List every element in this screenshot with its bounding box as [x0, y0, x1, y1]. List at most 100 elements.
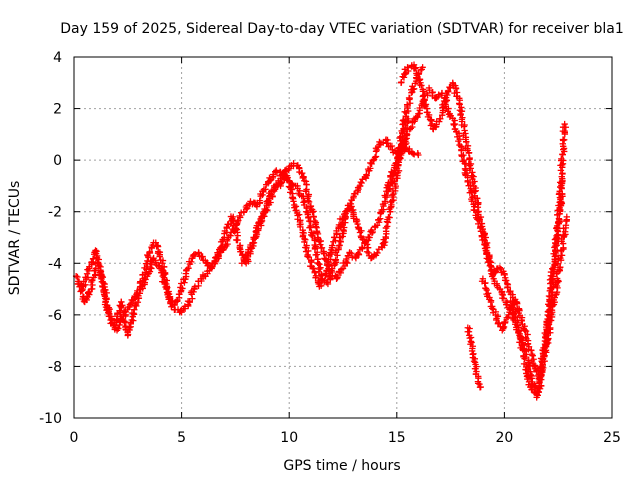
data-point — [482, 285, 490, 292]
data-point — [382, 233, 389, 241]
data-point — [479, 228, 487, 236]
data-point — [500, 295, 508, 302]
data-point — [518, 317, 525, 325]
data-point — [462, 138, 470, 146]
data-point — [115, 325, 122, 332]
data-point — [191, 283, 199, 290]
data-point — [181, 279, 188, 286]
data-point — [310, 213, 317, 221]
data-point — [419, 93, 427, 100]
data-point — [493, 315, 500, 322]
data-point — [316, 238, 323, 245]
data-point — [528, 357, 536, 365]
data-point — [131, 306, 138, 313]
data-point — [134, 299, 142, 306]
data-point — [312, 251, 319, 259]
data-point — [558, 155, 565, 163]
data-point — [502, 318, 509, 326]
y-tick-label: -8 — [48, 359, 62, 375]
data-point — [555, 215, 563, 222]
x-tick-label: 20 — [495, 430, 513, 446]
data-point — [304, 197, 312, 205]
x-tick-labels: 0 5 10 15 20 25 — [70, 430, 621, 446]
data-point — [168, 303, 175, 310]
data-point — [378, 206, 385, 214]
data-point — [359, 236, 366, 243]
data-point — [460, 156, 468, 164]
data-point — [398, 78, 405, 86]
data-point — [477, 383, 484, 391]
y-tick-labels: -10 -8 -6 -4 -2 0 2 4 — [39, 50, 62, 427]
data-point — [553, 222, 561, 230]
y-tick-label: 2 — [53, 102, 62, 118]
data-point — [558, 161, 566, 169]
data-point — [302, 187, 309, 195]
data-point — [536, 385, 544, 392]
data-point — [126, 324, 133, 331]
data-point — [437, 115, 444, 123]
data-point — [309, 209, 316, 216]
data-point — [557, 263, 564, 271]
data-point — [226, 232, 234, 239]
data-point — [561, 120, 568, 128]
data-point — [522, 334, 529, 341]
data-point — [539, 355, 547, 363]
data-point — [388, 197, 396, 205]
data-point — [328, 242, 336, 249]
data-point — [562, 124, 570, 131]
data-point — [290, 198, 297, 205]
data-point — [317, 264, 324, 271]
data-point — [434, 93, 442, 101]
data-point — [258, 218, 265, 226]
data-point — [77, 288, 84, 295]
data-point — [367, 165, 374, 172]
x-tick-label: 25 — [603, 430, 621, 446]
data-point — [465, 149, 473, 157]
data-point — [354, 251, 361, 258]
data-point — [458, 107, 466, 115]
data-point — [297, 223, 304, 231]
data-point — [525, 362, 533, 369]
data-point — [524, 340, 532, 347]
data-point — [551, 244, 558, 251]
data-point — [464, 178, 471, 186]
data-point — [348, 250, 355, 257]
data-point — [246, 243, 254, 251]
data-point — [409, 83, 416, 90]
data-point — [301, 238, 308, 246]
series-t3 — [238, 64, 426, 290]
data-point — [334, 252, 341, 259]
data-point — [538, 365, 545, 372]
data-point — [455, 137, 462, 145]
x-tick-label: 5 — [177, 430, 186, 446]
y-tick-label: 4 — [53, 50, 62, 66]
data-point — [408, 86, 415, 94]
data-point — [503, 301, 510, 308]
data-point — [256, 197, 263, 204]
data-point — [397, 133, 404, 140]
data-point — [501, 271, 508, 279]
data-point — [95, 262, 102, 270]
data-point — [510, 304, 517, 312]
data-point — [350, 215, 357, 222]
data-point — [306, 224, 313, 231]
data-point — [515, 328, 522, 335]
data-point — [504, 284, 511, 291]
data-point — [398, 147, 406, 154]
data-point — [476, 217, 483, 225]
data-point — [387, 204, 394, 211]
data-point — [450, 121, 458, 129]
data-point — [481, 280, 488, 287]
data-point — [356, 229, 364, 236]
data-point — [489, 305, 496, 312]
data-point — [496, 264, 504, 271]
data-point — [546, 317, 554, 324]
series-t6 — [425, 84, 570, 396]
data-point — [462, 160, 470, 168]
data-point — [404, 107, 412, 115]
data-point — [133, 291, 140, 298]
data-point — [319, 276, 326, 283]
data-point — [304, 253, 311, 260]
series-t7 — [464, 324, 484, 391]
